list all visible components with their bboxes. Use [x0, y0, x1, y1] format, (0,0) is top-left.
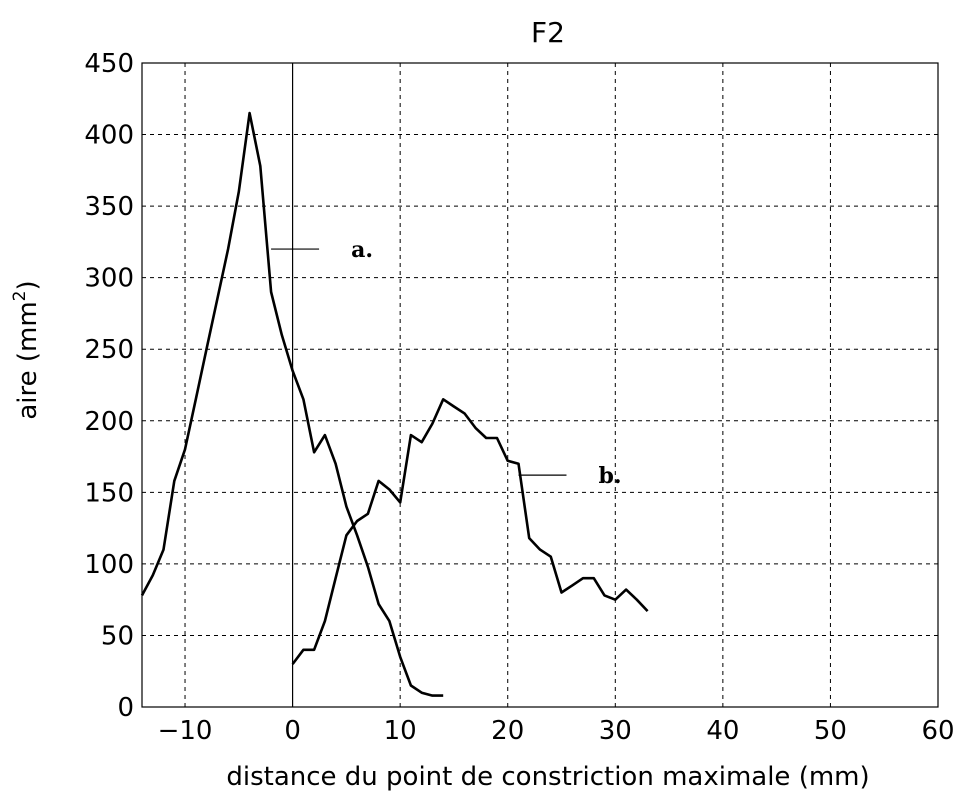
x-axis-label: distance du point de constriction maxima…	[226, 762, 869, 792]
series-lines	[140, 111, 649, 697]
y-axis-label-base: aire (mm	[13, 301, 43, 419]
x-tick-label: 20	[491, 716, 524, 746]
y-tick-labels: 0 50 100 150 200 250 300 350 400 450	[84, 49, 134, 723]
y-axis-label-sup: 2	[10, 290, 30, 301]
series-label-a: a.	[351, 237, 373, 263]
y-tick-label: 50	[101, 621, 134, 651]
series-line-b	[291, 397, 649, 665]
grid	[142, 62, 939, 708]
y-tick-label: 150	[84, 478, 134, 508]
y-tick-label: 0	[117, 693, 134, 723]
y-axis-label-end: )	[13, 280, 43, 290]
y-tick-label: 350	[84, 192, 134, 222]
series-annotations: a. b.	[271, 237, 622, 489]
y-tick-label: 250	[84, 335, 134, 365]
chart-title: F2	[531, 16, 565, 49]
x-tick-label: 0	[284, 716, 301, 746]
y-tick-label: 400	[84, 121, 134, 151]
y-axis-label: aire (mm2)	[10, 280, 43, 419]
x-tick-label: 60	[921, 716, 954, 746]
series-label-b: b.	[598, 463, 621, 489]
x-tick-label: 40	[706, 716, 739, 746]
plot-frame	[141, 62, 939, 708]
y-tick-label: 100	[84, 550, 134, 580]
y-tick-label: 300	[84, 264, 134, 294]
y-tick-label: 450	[84, 49, 134, 79]
x-tick-label: −10	[158, 716, 213, 746]
x-tick-label: 10	[384, 716, 417, 746]
series-line-a	[140, 111, 444, 697]
x-tick-label: 50	[814, 716, 847, 746]
y-tick-label: 200	[84, 407, 134, 437]
x-tick-labels: −10 0 10 20 30 40 50 60	[158, 716, 955, 746]
x-tick-label: 30	[599, 716, 632, 746]
